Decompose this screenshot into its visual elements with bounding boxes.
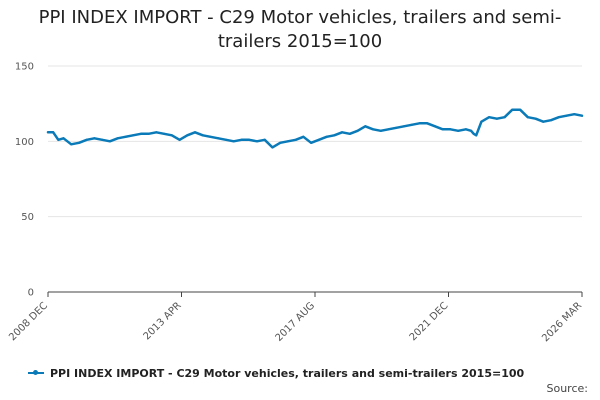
y-tick-label-150: 150 (15, 62, 34, 73)
data-point (317, 138, 320, 141)
data-point (488, 116, 491, 119)
data-point (139, 132, 142, 135)
legend-series-label: PPI INDEX IMPORT - C29 Motor vehicles, t… (50, 366, 525, 380)
data-point (209, 135, 212, 138)
data-point (101, 138, 104, 141)
data-point (302, 135, 305, 138)
data-point (565, 114, 568, 117)
data-point (519, 108, 522, 111)
data-point (426, 122, 429, 125)
data-point (163, 132, 166, 135)
y-tick-label-100: 100 (15, 137, 34, 148)
x-tick-label-2: 2017 AUG (274, 300, 318, 344)
data-point (470, 129, 473, 132)
data-point (434, 125, 436, 128)
data-point (534, 117, 537, 120)
data-point (47, 131, 49, 134)
data-point (480, 120, 483, 123)
data-point (256, 140, 258, 143)
data-point (581, 114, 583, 117)
data-point (57, 138, 60, 141)
data-point (52, 131, 55, 134)
data-point (379, 129, 382, 132)
chart-title: PPI INDEX IMPORT - C29 Motor vehicles, t… (38, 7, 562, 52)
data-point (155, 131, 158, 134)
x-tick-label-0: 2008 DEC (7, 300, 50, 343)
data-point (464, 128, 467, 131)
data-point (279, 141, 282, 144)
data-point (511, 108, 514, 111)
data-point (124, 135, 127, 138)
data-point (356, 129, 359, 132)
data-point (62, 137, 65, 140)
data-point (550, 119, 552, 122)
data-point (387, 128, 390, 131)
data-point (85, 138, 88, 141)
source-label: Source: (546, 382, 589, 395)
data-point (403, 125, 405, 128)
data-point (78, 141, 80, 144)
y-tick-label-0: 0 (28, 288, 34, 299)
data-point (170, 134, 173, 137)
data-point (325, 135, 328, 138)
x-tick-label-3: 2021 DEC (408, 300, 451, 343)
data-point (232, 140, 235, 143)
data-point (526, 116, 529, 119)
data-point (449, 128, 452, 131)
data-point (93, 137, 96, 140)
data-point (441, 128, 444, 131)
data-point (108, 140, 111, 143)
y-tick-label-50: 50 (21, 212, 34, 223)
x-tick-label-4: 2026 MAR (540, 300, 584, 344)
data-point (201, 134, 204, 137)
data-point (310, 141, 313, 144)
data-point (186, 134, 189, 137)
data-point (503, 116, 506, 119)
legend-line-marker-icon (28, 370, 44, 375)
data-point (271, 146, 274, 149)
data-point (248, 138, 251, 141)
data-point (557, 116, 560, 119)
data-point (457, 129, 460, 132)
data-point (225, 138, 227, 141)
data-point (263, 138, 266, 141)
data-point (132, 134, 135, 137)
data-point (410, 123, 413, 126)
data-point (147, 132, 150, 135)
data-point (418, 122, 421, 125)
data-point (348, 132, 351, 135)
data-point (495, 117, 498, 120)
data-point (341, 131, 344, 134)
data-point (372, 128, 374, 131)
data-point (116, 137, 119, 140)
x-tick-label-1: 2013 APR (142, 300, 184, 342)
data-point (573, 113, 576, 116)
data-point (70, 143, 73, 146)
data-point (178, 138, 181, 141)
data-point (472, 132, 475, 135)
data-point (240, 138, 243, 141)
data-point (217, 137, 220, 140)
data-point (294, 138, 297, 141)
data-point (475, 134, 478, 137)
data-point (395, 126, 398, 129)
data-point (542, 120, 545, 123)
data-point (194, 131, 196, 134)
chart-legend[interactable]: PPI INDEX IMPORT - C29 Motor vehicles, t… (28, 365, 524, 381)
data-point (286, 140, 289, 143)
data-point (364, 125, 367, 128)
data-point (333, 134, 336, 137)
